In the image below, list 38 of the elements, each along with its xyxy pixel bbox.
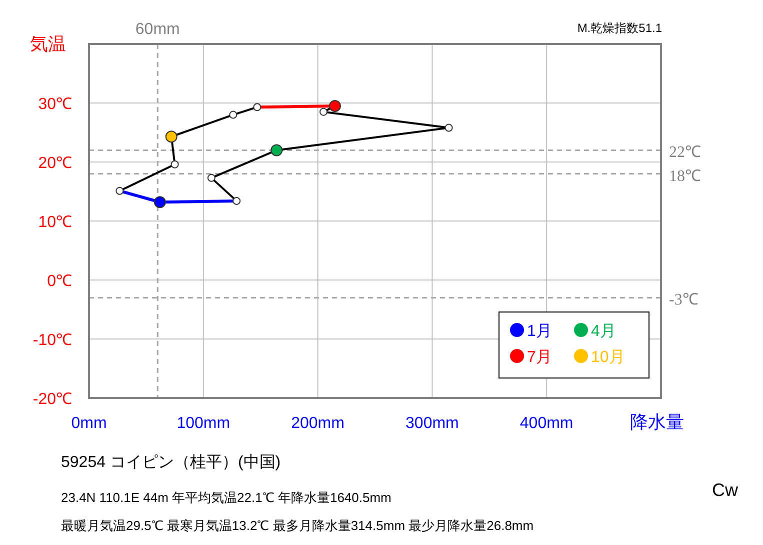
point: [320, 108, 328, 116]
y-axis-title: 気温: [30, 34, 66, 54]
x-tick-label: 0mm: [71, 415, 107, 432]
y-tick-label: -10℃: [32, 332, 72, 349]
x-tick-label: 200mm: [291, 415, 344, 432]
text: 59254 コイピン（桂平）(中国): [61, 453, 281, 471]
ref-line-label: -3℃: [669, 292, 698, 309]
legend-label: 1月: [527, 323, 552, 340]
legend-label: 7月: [527, 349, 552, 366]
ref-line-label: 60mm: [135, 21, 180, 38]
point: [253, 103, 262, 112]
point: [444, 124, 453, 132]
y-tick-label: -20℃: [32, 391, 72, 408]
legend-label: 4月: [591, 323, 616, 340]
point: [270, 144, 283, 156]
text: 最暖月気温29.5℃ 最寒月気温13.2℃ 最多月降水量314.5mm 最少月降水量26.8mm: [61, 518, 534, 533]
x-axis-title: 降水量: [630, 412, 684, 432]
y-tick-label: 20℃: [38, 155, 72, 172]
y-tick-label: 10℃: [38, 214, 72, 231]
point: [232, 196, 241, 205]
text: 23.4N 110.1E 44m 年平均気温22.1℃ 年降水量1640.5mm: [61, 490, 392, 505]
text: Cw: [712, 480, 739, 500]
y-tick-label: 0℃: [47, 273, 72, 290]
point: [154, 196, 166, 208]
point: [207, 174, 216, 182]
legend-label: 10月: [591, 349, 625, 366]
point: [165, 130, 178, 143]
y-tick-label: 30℃: [38, 96, 72, 113]
point: [229, 110, 238, 119]
text: M.乾燥指数51.1: [577, 21, 662, 35]
x-tick-label: 300mm: [406, 415, 459, 432]
point: [170, 160, 179, 168]
point: [328, 100, 341, 112]
point: [116, 186, 124, 195]
x-tick-label: 100mm: [176, 415, 230, 432]
ref-line-label: 22℃: [669, 144, 701, 162]
ref-line-label: 18℃: [669, 168, 701, 185]
x-tick-label: 400mm: [520, 415, 574, 432]
